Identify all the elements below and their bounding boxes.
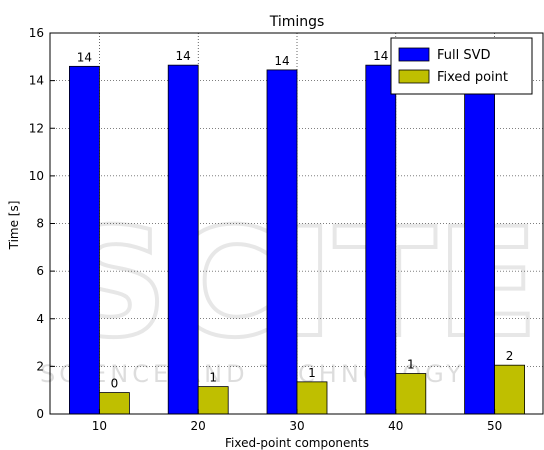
data-label: 0 xyxy=(111,377,119,391)
bar-fixed-point xyxy=(494,364,526,415)
chart-title: Timings xyxy=(269,14,325,30)
legend-swatch xyxy=(398,47,430,62)
y-tick-label: 0 xyxy=(36,407,44,421)
bars xyxy=(69,64,526,415)
y-tick-label: 2 xyxy=(36,359,44,373)
watermark-logo-text: SCITE xyxy=(60,197,539,371)
bar-full-svd xyxy=(167,64,199,415)
data-label: 1 xyxy=(209,371,217,385)
y-tick-label: 4 xyxy=(36,312,44,326)
data-label: 1 xyxy=(308,366,316,380)
legend-box xyxy=(390,37,533,95)
x-tick-label: 30 xyxy=(289,419,304,433)
x-tick-label: 10 xyxy=(92,419,107,433)
bar-fixed-point xyxy=(99,392,130,415)
x-tick-label: 50 xyxy=(487,419,502,433)
y-tick-label: 6 xyxy=(36,264,44,278)
data-label: 1 xyxy=(407,358,415,372)
bar-full-svd xyxy=(365,64,397,415)
data-label: 2 xyxy=(506,349,514,363)
x-axis-label: Fixed-point components xyxy=(225,436,369,450)
bar-full-svd xyxy=(464,71,496,415)
x-tick-label: 40 xyxy=(388,419,403,433)
bar-fixed-point xyxy=(395,373,427,415)
data-label: 14 xyxy=(274,54,289,68)
data-label: 14 xyxy=(176,49,191,63)
plot-frame xyxy=(49,32,544,415)
legend-label: Full SVD xyxy=(437,48,491,63)
bar-fixed-point xyxy=(296,381,328,415)
y-tick-label: 12 xyxy=(29,121,44,135)
x-tick-label: 20 xyxy=(191,419,206,433)
legend-swatch xyxy=(398,69,430,84)
legend: Full SVD Fixed point xyxy=(390,37,533,95)
bar-full-svd xyxy=(266,69,298,415)
legend-label: Fixed point xyxy=(437,70,508,85)
bar-fixed-point xyxy=(197,386,229,415)
y-axis-label: Time [s] xyxy=(7,201,21,251)
bar-full-svd xyxy=(69,65,100,415)
y-tick-label: 8 xyxy=(36,217,44,231)
y-tick-label: 16 xyxy=(29,26,44,40)
data-label: 14 xyxy=(77,50,92,64)
y-tick-label: 10 xyxy=(29,169,44,183)
data-label: 14 xyxy=(373,49,388,63)
y-tick-label: 14 xyxy=(29,74,44,88)
